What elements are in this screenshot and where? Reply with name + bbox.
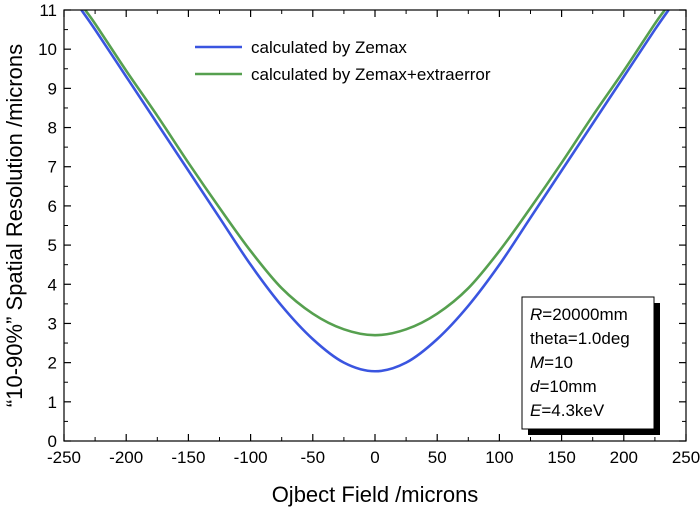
y-tick-label: 8 [48,119,57,138]
x-tick-label: 0 [370,448,379,467]
parameter-line-2: theta=1.0deg [530,329,630,348]
legend-label-1: calculated by Zemax [251,38,407,57]
parameter-line-4: d=10mm [530,377,597,396]
series-layer [80,10,670,373]
parameter-line-1: R=20000mm [530,305,628,324]
x-tick-label: -100 [234,448,268,467]
parameter-box: R=20000mm theta=1.0deg M=10 d=10mm E=4.3keV [521,296,660,435]
y-tick-label: 0 [48,432,57,451]
x-tick-label: -200 [109,448,143,467]
y-tick-label: 10 [38,40,57,59]
parameter-line-5: E=4.3keV [530,401,605,420]
y-tick-label: 7 [48,158,57,177]
x-tick-label: 200 [610,448,638,467]
series-line-2 [84,10,666,337]
legend-label-2: calculated by Zemax+extraerror [251,65,491,84]
y-axis-title: “10-90%” Spatial Resolution /microns [2,44,27,407]
parameter-line-3: M=10 [530,353,573,372]
x-tick-label: 100 [485,448,513,467]
x-tick-label: -50 [301,448,326,467]
parameter-box-frame [521,296,655,430]
y-tick-label: 5 [48,236,57,255]
y-tick-label: 1 [48,393,57,412]
y-tick-label: 11 [39,1,57,20]
x-tick-label: -250 [47,448,81,467]
y-tick-label: 6 [48,197,57,216]
x-axis-title: Ojbect Field /microns [272,482,479,507]
x-tick-label: 50 [428,448,447,467]
x-tick-label: 250 [672,448,700,467]
x-tick-label: -150 [171,448,205,467]
series-line-1 [80,10,670,373]
legend: calculated by Zemax calculated by Zemax+e… [195,38,491,84]
y-tick-label: 3 [48,314,57,333]
x-tick-label: 150 [547,448,575,467]
y-tick-label: 9 [48,79,57,98]
y-tick-label: 2 [48,354,57,373]
ticks-layer: -250 -200 -150 -100 -50 0 50 100 150 200 250 0 1 2 3 4 5… [38,1,700,467]
y-tick-label: 4 [48,275,57,294]
